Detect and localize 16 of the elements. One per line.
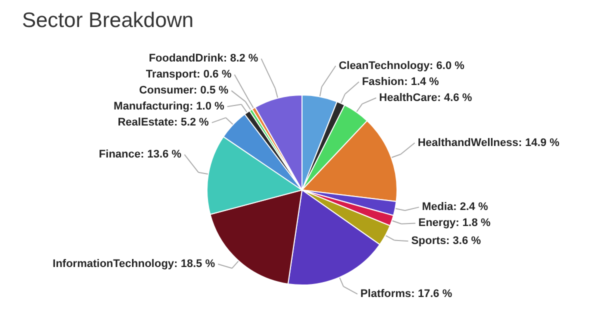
slice-label: Energy: 1.8 % [418, 217, 491, 230]
slice-label: Transport: 0.6 % [146, 68, 232, 81]
slice-label: Finance: 13.6 % [98, 148, 182, 161]
slice-label: Platforms: 17.6 % [360, 288, 452, 300]
slice-label: InformationTechnology: 18.5 % [52, 258, 216, 270]
slice-label: CleanTechnology: 6.0 % [338, 60, 465, 72]
slice-label: Fashion: 1.4 % [362, 76, 440, 88]
slice-label: RealEstate: 5.2 % [118, 116, 210, 129]
slice-label: Consumer: 0.5 % [139, 84, 229, 97]
chart-title: Sector Breakdown [22, 9, 194, 32]
slice-label: FoodandDrink: 8.2 % [148, 52, 258, 65]
slice-label: Manufacturing: 1.0 % [114, 100, 225, 113]
slice-label: Media: 2.4 % [422, 201, 488, 214]
slice-label: Sports: 3.6 % [411, 235, 482, 248]
slice-label: HealthCare: 4.6 % [379, 92, 472, 104]
slice-label: HealthandWellness: 14.9 % [418, 136, 560, 149]
